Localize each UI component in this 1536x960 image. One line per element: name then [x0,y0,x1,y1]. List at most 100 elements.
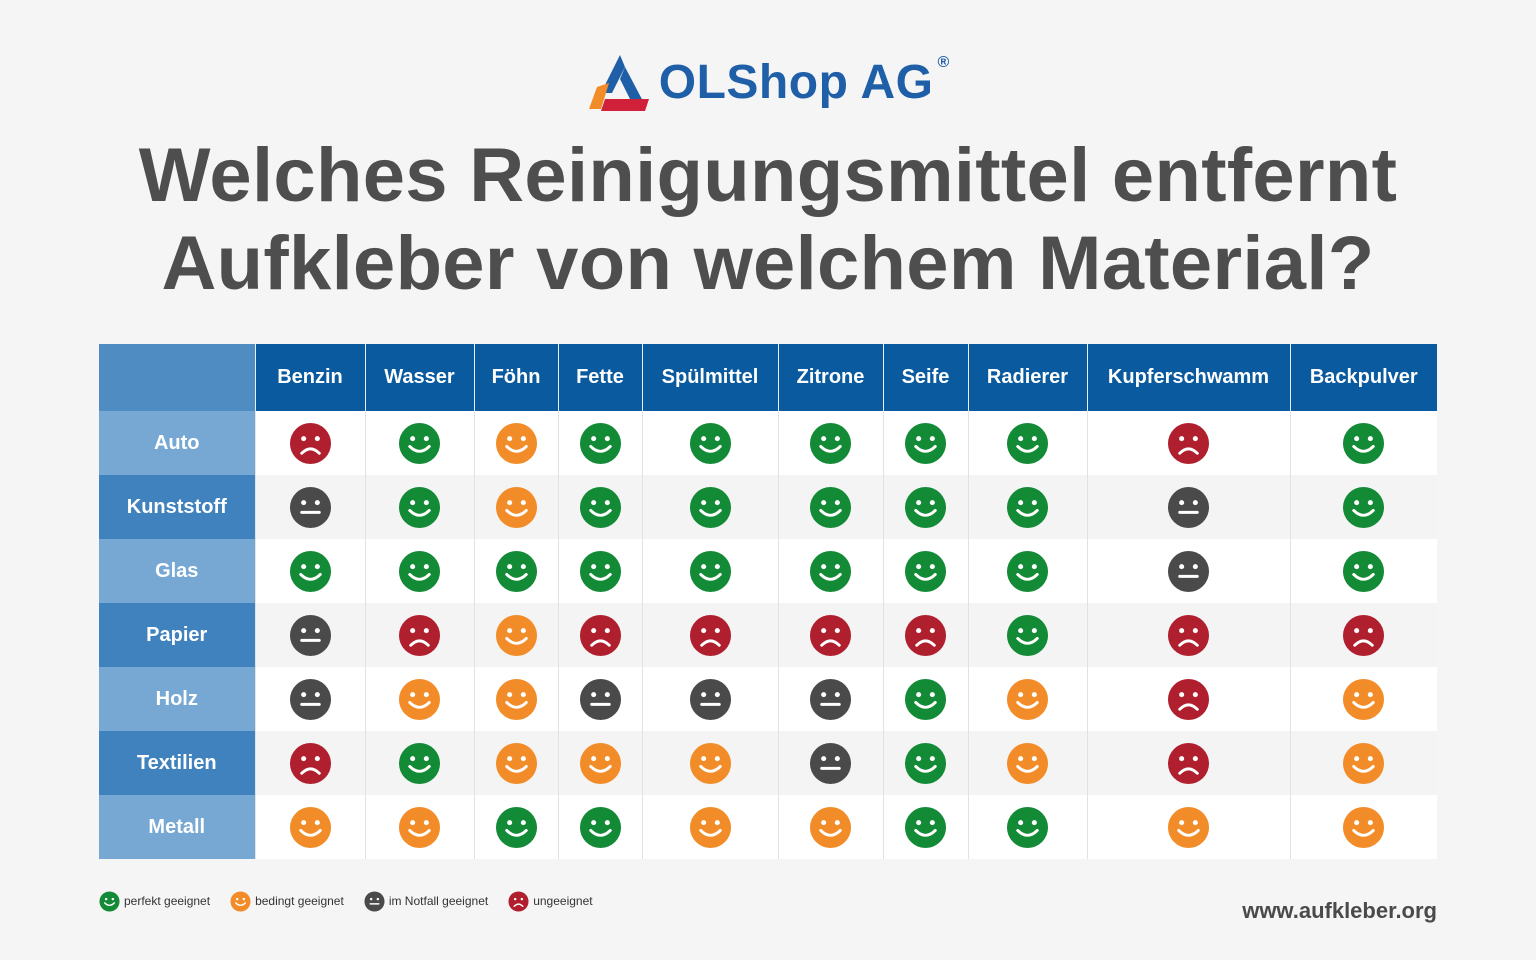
rating-cell [967,539,1087,603]
rating-sad-icon [1167,422,1210,465]
row-header: Textilien [99,731,255,795]
rating-cell [777,795,883,859]
column-header: Fette [557,344,642,411]
rating-cell [557,667,642,731]
rating-cell [473,603,558,667]
row-header: Metall [99,795,255,859]
rating-cell [777,667,883,731]
rating-cell [254,475,365,539]
rating-cell [364,475,474,539]
rating-neutral-icon [289,614,332,657]
rating-cell [473,475,558,539]
table-row: Kunststoff [99,475,1437,539]
rating-okay-icon [495,742,538,785]
rating-cell [557,731,642,795]
rating-cell [777,603,883,667]
rating-happy-icon [495,550,538,593]
rating-happy-icon [904,742,947,785]
column-header: Radierer [967,344,1087,411]
rating-happy-icon [689,550,732,593]
rating-cell [1086,795,1290,859]
column-header: Spülmittel [641,344,778,411]
rating-sad-icon [579,614,622,657]
rating-happy-icon [809,486,852,529]
rating-neutral-icon [809,678,852,721]
rating-cell [1086,667,1290,731]
rating-cell [967,795,1087,859]
rating-cell [641,603,778,667]
row-header: Auto [99,411,255,475]
rating-okay-icon [689,806,732,849]
rating-happy-icon [809,422,852,465]
rating-happy-icon [398,422,441,465]
rating-cell [254,667,365,731]
rating-cell [1289,795,1437,859]
rating-cell [1086,411,1290,475]
legend-label: im Notfall geeignet [388,894,489,908]
table-row: Papier [99,603,1437,667]
rating-cell [254,795,365,859]
rating-okay-icon [230,890,251,912]
rating-happy-icon [579,486,622,529]
row-header: Holz [99,667,255,731]
legend-item-okay: bedingt geeignet [230,890,344,912]
rating-cell [557,603,642,667]
rating-happy-icon [1006,550,1049,593]
rating-happy-icon [99,890,120,912]
rating-okay-icon [1167,806,1210,849]
rating-happy-icon [398,742,441,785]
brand-name: OLShop AG [658,56,934,109]
rating-cell [882,411,968,475]
website-url: www.aufkleber.org [1242,898,1437,923]
rating-cell [254,411,365,475]
rating-happy-icon [579,550,622,593]
table-row: Auto [99,411,1437,475]
rating-okay-icon [1342,678,1385,721]
rating-cell [882,539,968,603]
rating-cell [1086,475,1290,539]
rating-happy-icon [1342,422,1385,465]
rating-happy-icon [1006,614,1049,657]
rating-sad-icon [1167,678,1210,721]
rating-happy-icon [904,422,947,465]
rating-sad-icon [1167,614,1210,657]
row-header: Kunststoff [99,475,255,539]
rating-cell [641,795,778,859]
rating-cell [967,603,1087,667]
table-row: Metall [99,795,1437,859]
rating-cell [882,795,968,859]
rating-cell [364,539,474,603]
table-body: Auto Kunststoff Glas Papier Holz Textilien Met… [99,411,1437,859]
brand-logo: OLShop AG ® [0,48,1536,118]
rating-happy-icon [1342,486,1385,529]
rating-cell [364,411,474,475]
rating-happy-icon [809,550,852,593]
rating-neutral-icon [689,678,732,721]
column-header: Kupferschwamm [1086,344,1290,411]
rating-sad-icon [398,614,441,657]
rating-cell [364,795,474,859]
rating-cell [882,731,968,795]
legend-item-neutral: im Notfall geeignet [364,890,489,912]
rating-cell [967,667,1087,731]
rating-happy-icon [289,550,332,593]
rating-happy-icon [495,806,538,849]
rating-cell [641,731,778,795]
rating-neutral-icon [809,742,852,785]
column-header: Seife [882,344,968,411]
rating-happy-icon [579,422,622,465]
rating-cell [473,411,558,475]
rating-cell [254,731,365,795]
rating-cell [1289,411,1437,475]
rating-okay-icon [495,678,538,721]
column-header: Benzin [254,344,365,411]
table-row: Glas [99,539,1437,603]
rating-cell [1289,667,1437,731]
column-header: Backpulver [1289,344,1437,411]
rating-cell [1289,603,1437,667]
title-line-1: Welches Reinigungsmittel entfernt [138,133,1398,218]
table-header-row: Benzin Wasser Föhn Fette Spülmittel Zitrone Se… [99,344,1437,411]
rating-okay-icon [1342,742,1385,785]
page-title: Welches Reinigungsmittel entfernt Aufkle… [0,132,1536,308]
rating-cell [557,795,642,859]
